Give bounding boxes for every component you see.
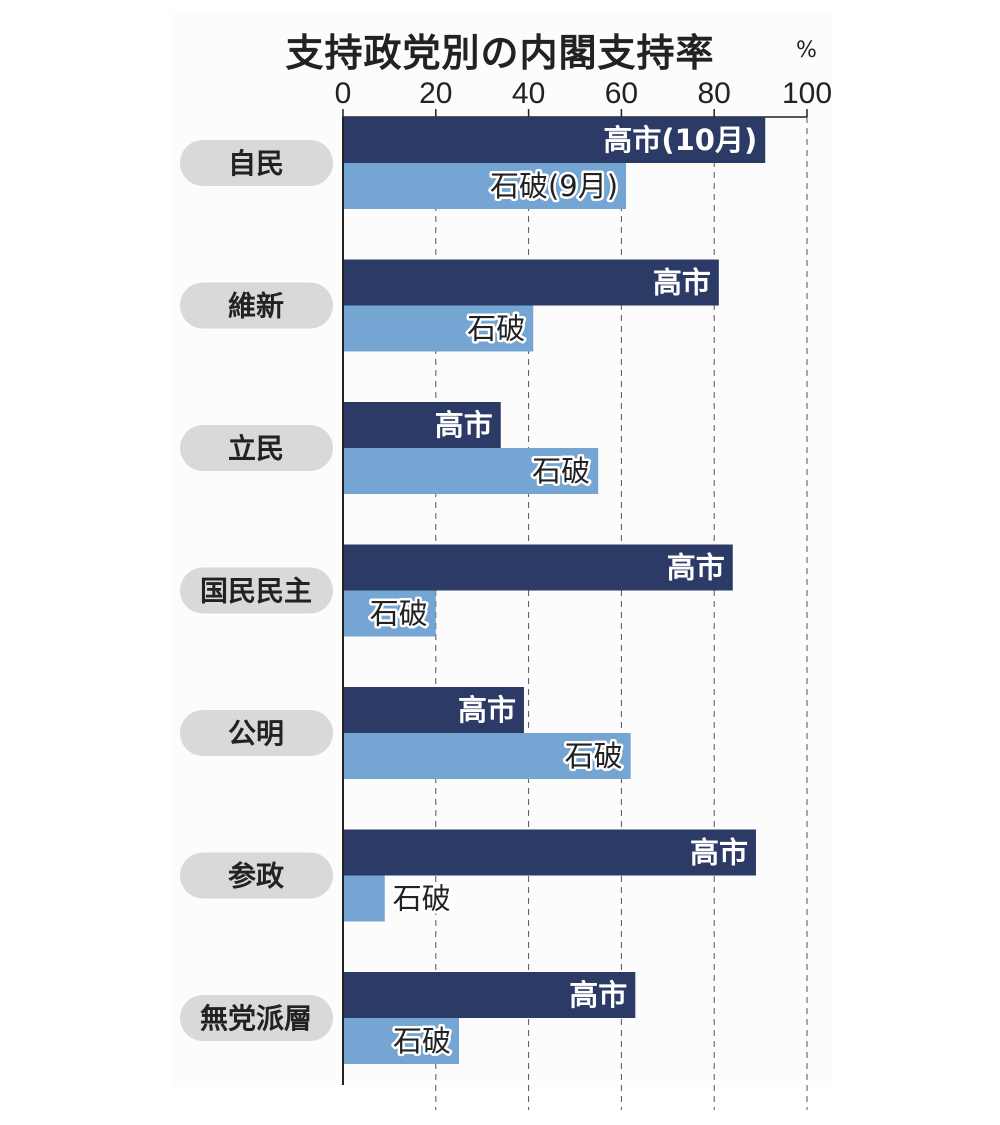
bar-高市 bbox=[343, 829, 756, 876]
category-pill bbox=[180, 425, 333, 471]
bar-石破 bbox=[343, 590, 436, 637]
bar-label: 高市 bbox=[435, 408, 493, 442]
category-label: 自民 bbox=[228, 147, 284, 180]
category-pill bbox=[180, 995, 333, 1041]
x-tick-label: 80 bbox=[698, 77, 731, 110]
bar-label: 高市 bbox=[690, 836, 748, 870]
bar-高市 bbox=[343, 117, 766, 163]
bar-label: 石破 bbox=[393, 1024, 451, 1058]
bar-石破 bbox=[343, 305, 534, 352]
bar-石破 bbox=[343, 1018, 459, 1064]
unit-label: % bbox=[796, 38, 817, 63]
bar-label: 高市 bbox=[667, 551, 725, 585]
category-pill bbox=[180, 852, 333, 899]
bar-石破 bbox=[343, 163, 627, 209]
bar-label: 石破 bbox=[532, 454, 590, 488]
category-pill bbox=[180, 282, 333, 329]
bar-高市 bbox=[343, 544, 733, 591]
category-label: 参政 bbox=[228, 860, 284, 893]
bar-label: 石破 bbox=[393, 882, 451, 916]
bar-高市 bbox=[343, 259, 719, 306]
x-tick-label: 40 bbox=[512, 77, 545, 110]
bar-label: 石破 bbox=[565, 739, 623, 773]
category-label: 公明 bbox=[228, 717, 284, 750]
x-tick-label: 20 bbox=[419, 77, 452, 110]
category-pill bbox=[180, 140, 333, 186]
x-tick-label: 0 bbox=[335, 77, 352, 110]
x-tick-label: 100 bbox=[782, 77, 832, 110]
bar-label: 石破 bbox=[370, 597, 428, 631]
bar-label: 高市 bbox=[653, 266, 711, 300]
chart-title: 支持政党別の内閣支持率 bbox=[285, 31, 715, 75]
category-pill bbox=[180, 710, 333, 756]
bar-石破 bbox=[343, 448, 599, 494]
category-label: 維新 bbox=[228, 290, 284, 323]
bar-label: 高市(10月) bbox=[603, 123, 757, 157]
bar-石破 bbox=[343, 733, 631, 779]
category-pill bbox=[180, 567, 333, 614]
bar-高市 bbox=[343, 402, 501, 448]
category-label: 立民 bbox=[228, 432, 284, 465]
bar-高市 bbox=[343, 972, 636, 1018]
bar-label: 石破(9月) bbox=[490, 169, 618, 203]
x-tick-label: 60 bbox=[605, 77, 638, 110]
category-label: 国民民主 bbox=[200, 575, 312, 608]
bar-高市 bbox=[343, 687, 524, 733]
bar-label: 石破 bbox=[467, 312, 525, 346]
bar-label: 高市 bbox=[458, 693, 516, 727]
category-label: 無党派層 bbox=[200, 1002, 312, 1035]
bar-label: 高市 bbox=[569, 978, 627, 1012]
bar-石破 bbox=[343, 875, 385, 922]
